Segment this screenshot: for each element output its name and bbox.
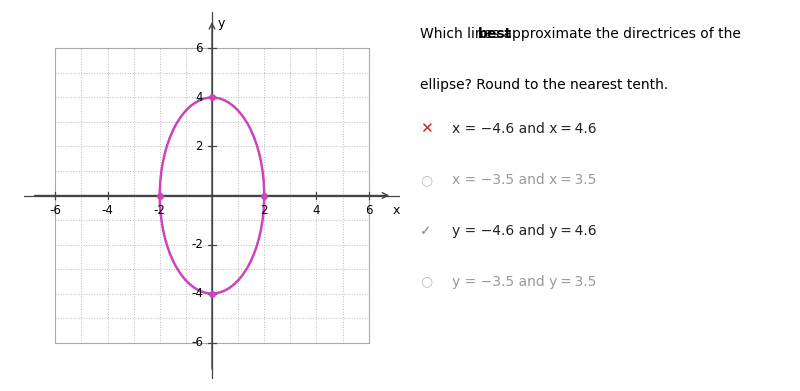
Text: ellipse? Round to the nearest tenth.: ellipse? Round to the nearest tenth. — [420, 78, 668, 92]
Text: 6: 6 — [195, 42, 203, 55]
Text: -2: -2 — [154, 204, 166, 217]
Text: ○: ○ — [420, 274, 432, 289]
Text: ✓: ✓ — [420, 224, 432, 238]
Text: 4: 4 — [195, 91, 203, 104]
Text: 4: 4 — [313, 204, 320, 217]
Text: x: x — [392, 204, 400, 217]
Text: ✕: ✕ — [420, 122, 433, 136]
Text: -2: -2 — [191, 238, 203, 251]
Text: y = −4.6 and y = 4.6: y = −4.6 and y = 4.6 — [452, 224, 597, 238]
Text: 2: 2 — [261, 204, 268, 217]
Text: -6: -6 — [191, 336, 203, 349]
Text: -6: -6 — [50, 204, 62, 217]
Text: -4: -4 — [102, 204, 114, 217]
Text: 2: 2 — [195, 140, 203, 153]
Text: best: best — [478, 27, 512, 41]
Text: x = −3.5 and x = 3.5: x = −3.5 and x = 3.5 — [452, 173, 596, 187]
Text: y = −3.5 and y = 3.5: y = −3.5 and y = 3.5 — [452, 274, 596, 289]
Text: ○: ○ — [420, 173, 432, 187]
Text: Which lines: Which lines — [420, 27, 504, 41]
Text: y: y — [218, 17, 225, 30]
Text: x = −4.6 and x = 4.6: x = −4.6 and x = 4.6 — [452, 122, 597, 136]
Text: approximate the directrices of the: approximate the directrices of the — [499, 27, 741, 41]
Text: -4: -4 — [191, 287, 203, 300]
Text: 6: 6 — [365, 204, 373, 217]
